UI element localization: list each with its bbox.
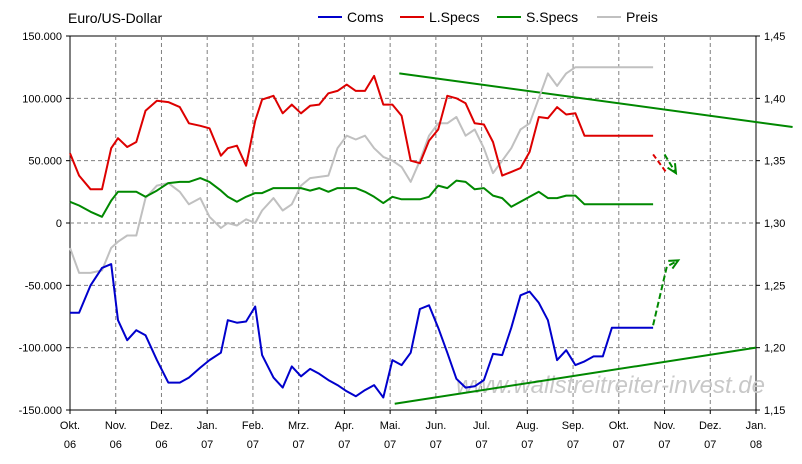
x-tick-label-month: Nov. [105, 420, 127, 432]
y-axis-left: -150.000 -100.000 -50.000 0 50.000 100.000 150… [19, 31, 70, 417]
lower-trendline [394, 346, 757, 405]
x-tick-label-year: 07 [293, 439, 305, 451]
legend-label: Preis [626, 9, 658, 25]
y-right-tick-label: 1,15 [764, 405, 785, 417]
y-right-tick-label: 1,40 [764, 93, 785, 105]
x-tick-label-year: 06 [155, 439, 167, 451]
x-tick-label-month: Jan. [197, 420, 218, 432]
x-tick-label-month: Aug. [516, 420, 539, 432]
y-right-tick-label: 1,45 [764, 31, 785, 43]
x-tick-label-year: 06 [64, 439, 76, 451]
green-down-arrow [663, 153, 677, 174]
legend: Coms L.Specs S.Specs Preis [318, 9, 658, 25]
x-tick-label-month: Okt. [609, 420, 629, 432]
x-tick-label-year: 07 [658, 439, 670, 451]
x-tick-label-month: Mai. [380, 420, 401, 432]
x-tick-label-month: Nov. [654, 420, 676, 432]
green-down-arrow-head [667, 163, 678, 176]
legend-label: Coms [347, 9, 384, 25]
x-tick-label-month: Dez. [699, 420, 722, 432]
x-tick-label-year: 07 [613, 439, 625, 451]
x-tick-label-year: 07 [201, 439, 213, 451]
y-right-tick-label: 1,35 [764, 156, 785, 168]
green-up-arrow [652, 259, 679, 326]
series-line-s-specs [69, 177, 654, 218]
series-line-coms [70, 263, 654, 399]
upper-trendline [399, 72, 793, 128]
y-left-tick-label: -50.000 [25, 280, 62, 292]
x-tick-label-year: 07 [475, 439, 487, 451]
y-axis-right: 1,15 1,20 1,25 1,30 1,35 1,40 1,45 [756, 31, 785, 417]
chart-title: Euro/US-Dollar [68, 10, 162, 26]
x-tick-label-year: 07 [247, 439, 259, 451]
x-tick-label-month: Feb. [242, 420, 264, 432]
x-tick-label-year: 08 [750, 439, 762, 451]
watermark-text: www.wallstreitreiter-invest.de [456, 372, 765, 399]
x-tick-label-month: Jan. [746, 420, 767, 432]
y-left-tick-label: 150.000 [22, 31, 62, 43]
x-tick-label-month: Okt. [60, 420, 80, 432]
x-tick-label-year: 07 [567, 439, 579, 451]
x-tick-label-year: 06 [110, 439, 122, 451]
legend-label: S.Specs [526, 9, 578, 25]
series-lines [69, 66, 654, 399]
x-tick-label-month: Mrz. [288, 420, 309, 432]
y-right-tick-label: 1,30 [764, 218, 785, 230]
x-tick-label-month: Jul. [473, 420, 490, 432]
x-axis: Okt. 06 Nov. 06 Dez. 06 Jan. 07 Feb. 07 Mrz. 07 Apr.… [60, 410, 766, 451]
x-tick-label-year: 07 [430, 439, 442, 451]
y-left-tick-label: 100.000 [22, 93, 62, 105]
x-tick-label-month: Dez. [150, 420, 173, 432]
x-tick-label-year: 07 [704, 439, 716, 451]
x-tick-label-month: Jun. [425, 420, 446, 432]
y-right-tick-label: 1,20 [764, 343, 785, 355]
legend-label: L.Specs [429, 9, 480, 25]
grid-lines [70, 36, 756, 410]
x-tick-label-year: 07 [338, 439, 350, 451]
x-tick-label-year: 07 [521, 439, 533, 451]
x-tick-label-year: 07 [384, 439, 396, 451]
series-line-l-specs [69, 74, 654, 191]
y-left-tick-label: -150.000 [19, 405, 62, 417]
red-dashed-extension [652, 153, 668, 174]
trendlines [394, 72, 793, 405]
series-line-preis [69, 66, 654, 274]
y-left-tick-label: -100.000 [19, 343, 62, 355]
x-tick-label-month: Apr. [335, 420, 355, 432]
green-up-arrow-head [668, 259, 681, 270]
y-left-tick-label: 0 [56, 218, 62, 230]
y-left-tick-label: 50.000 [28, 156, 62, 168]
y-right-tick-label: 1,25 [764, 280, 785, 292]
x-tick-label-month: Sep. [562, 420, 585, 432]
